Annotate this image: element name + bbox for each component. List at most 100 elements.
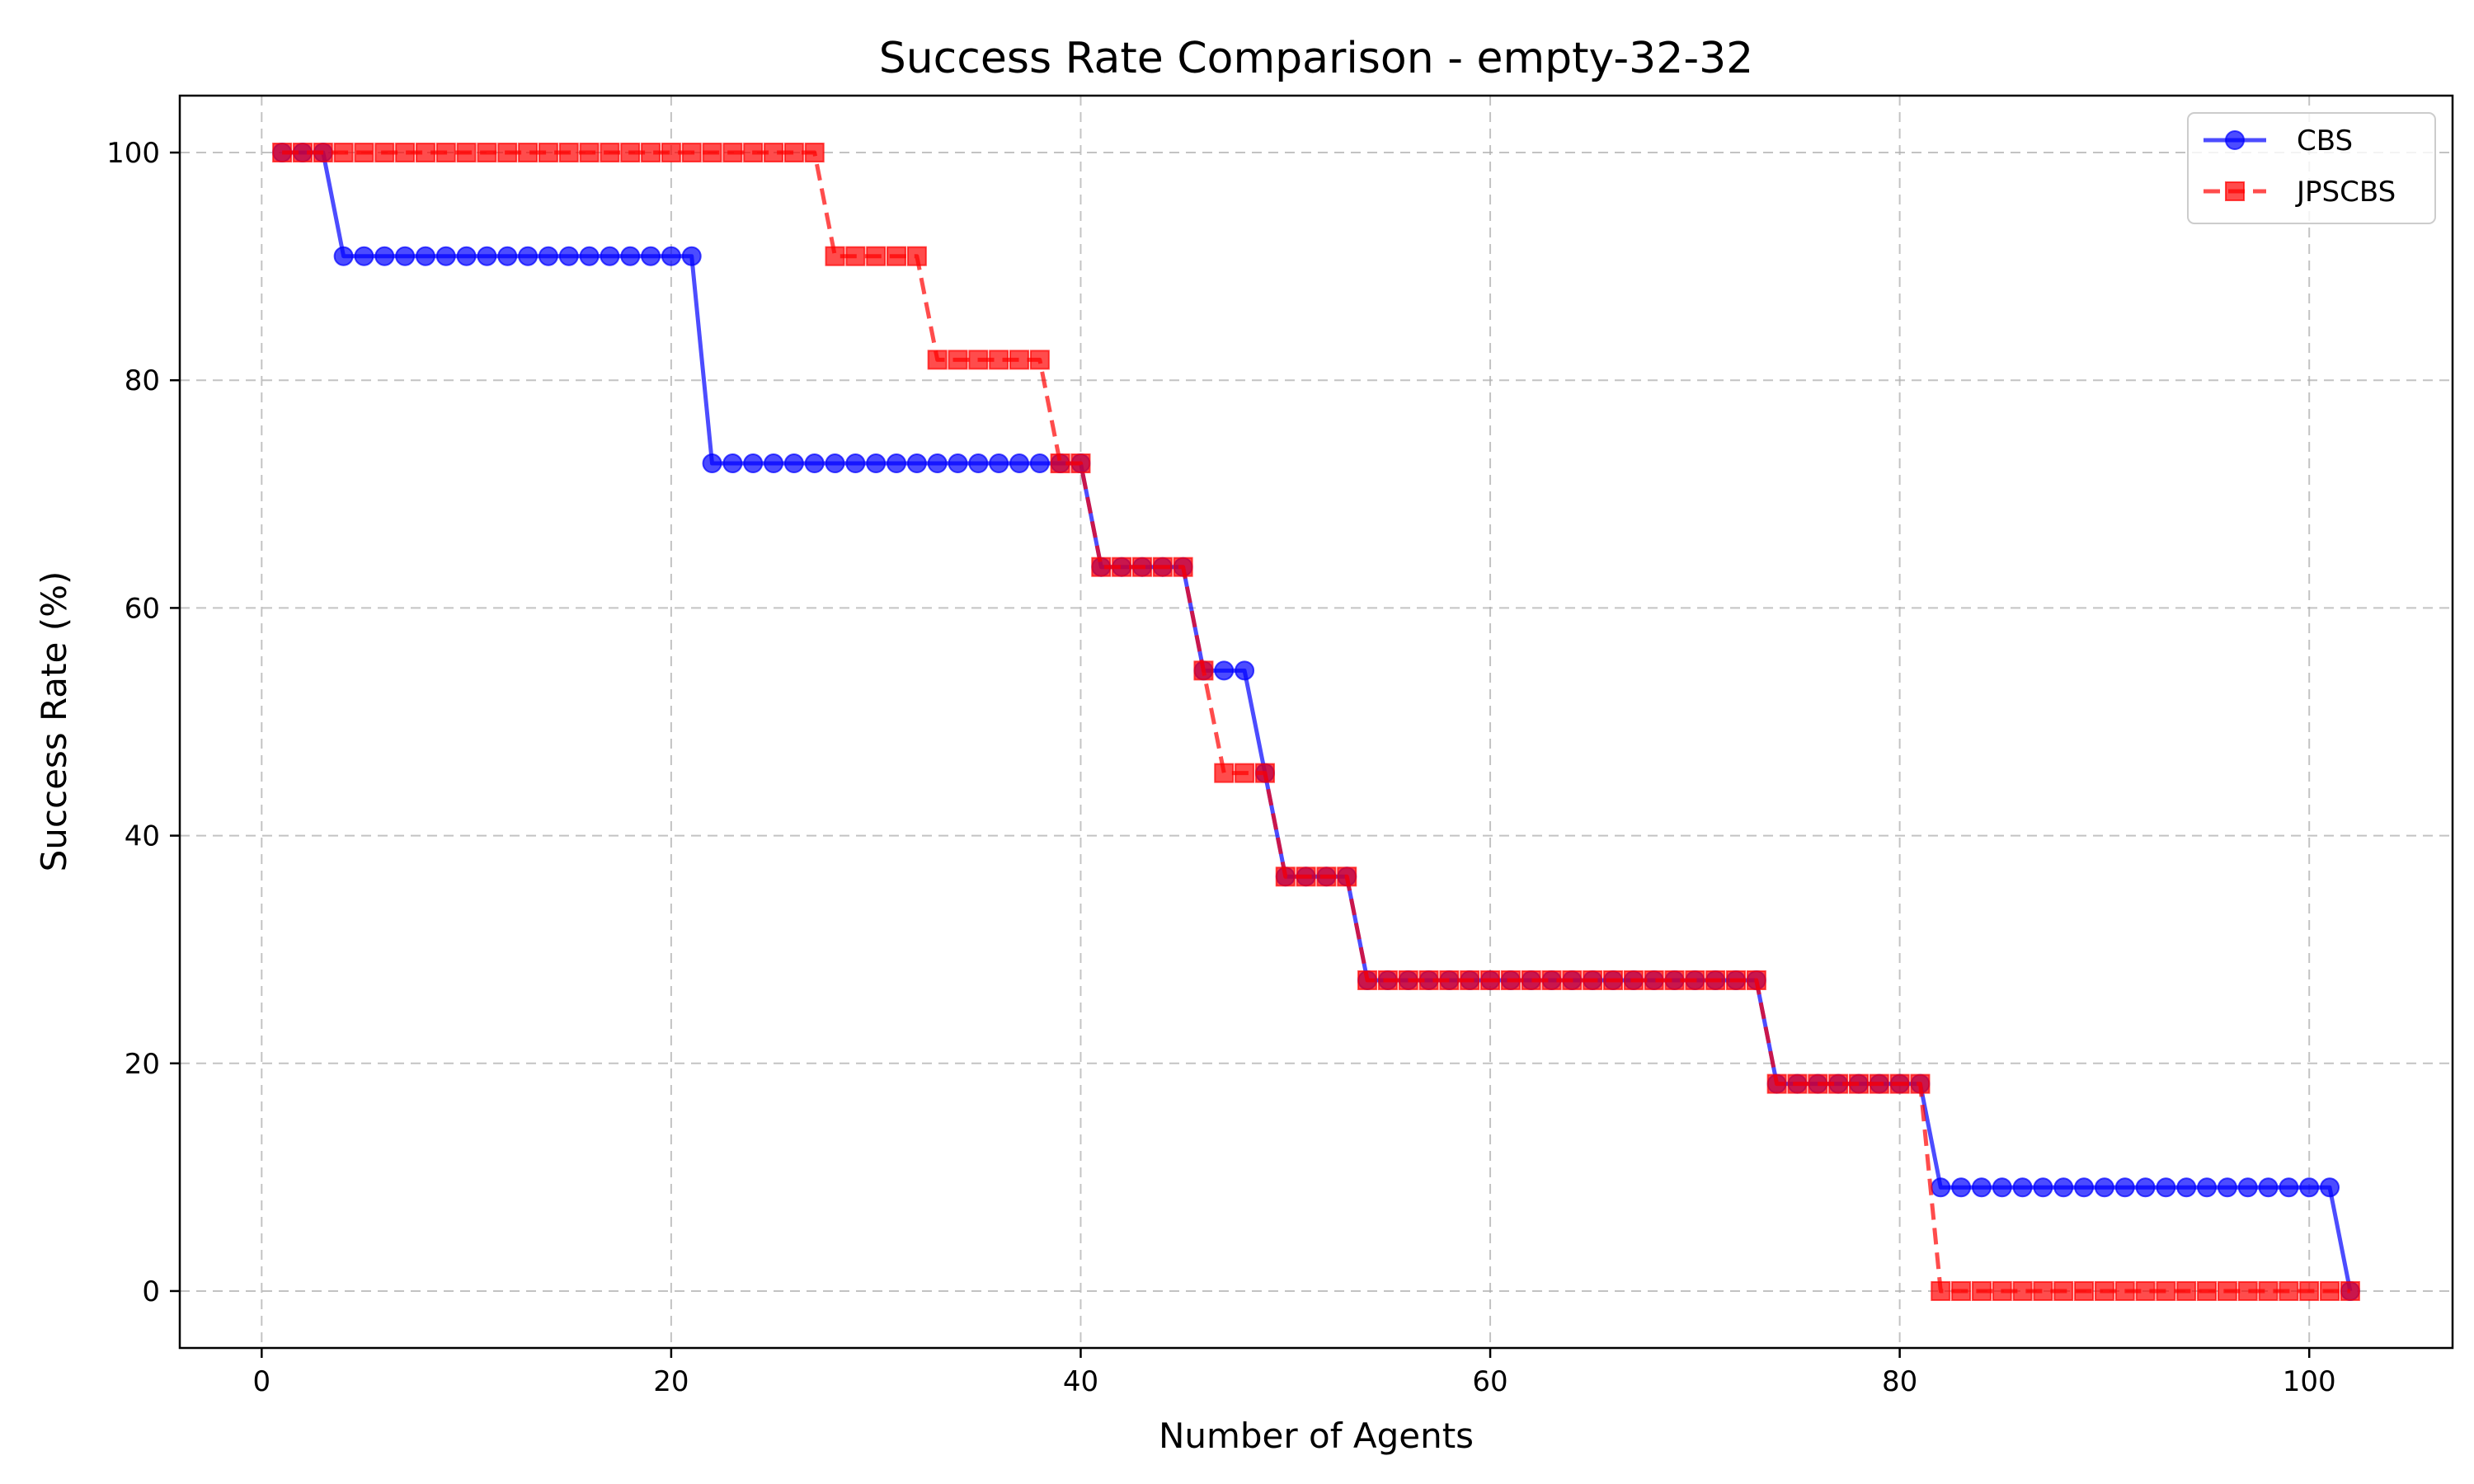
ticks: 0 20 40 60 80 100 0 20 40 60 80 100	[106, 137, 2336, 1398]
x-tick-label: 60	[1472, 1365, 1507, 1398]
y-tick-label: 100	[106, 137, 160, 170]
data-point-jpscbs	[1541, 970, 1562, 990]
data-point-jpscbs	[558, 143, 579, 163]
data-point-cbs	[906, 453, 927, 474]
data-point-cbs	[2012, 1177, 2033, 1198]
y-tick-label: 80	[125, 364, 160, 397]
data-point-jpscbs	[292, 143, 313, 163]
plot-frame	[178, 94, 2454, 1350]
data-point-jpscbs	[927, 350, 948, 370]
legend-marker-cbs	[2225, 130, 2245, 150]
data-point-jpscbs	[1685, 970, 1705, 990]
data-point-jpscbs	[948, 350, 968, 370]
data-point-jpscbs	[2176, 1280, 2197, 1301]
data-point-cbs	[641, 246, 661, 266]
data-point-jpscbs	[1562, 970, 1583, 990]
data-point-jpscbs	[1418, 970, 1439, 990]
data-point-cbs	[538, 246, 558, 266]
data-point-jpscbs	[1357, 970, 1378, 990]
data-point-jpscbs	[1337, 866, 1357, 887]
data-point-jpscbs	[1664, 970, 1685, 990]
series-layer	[272, 143, 2360, 1301]
data-point-jpscbs	[1951, 1280, 1972, 1301]
data-point-jpscbs	[2114, 1280, 2135, 1301]
data-point-jpscbs	[743, 143, 764, 163]
chart-title: Success Rate Comparison - empty-32-32	[879, 34, 1754, 83]
data-point-jpscbs	[1112, 556, 1132, 577]
data-point-jpscbs	[804, 143, 825, 163]
y-axis-label: Success Rate (%)	[34, 571, 74, 872]
data-point-jpscbs	[1173, 556, 1193, 577]
data-point-cbs	[681, 246, 702, 266]
data-point-cbs	[2237, 1177, 2258, 1198]
data-point-cbs	[477, 246, 497, 266]
data-point-jpscbs	[1623, 970, 1644, 990]
data-point-cbs	[1235, 660, 1255, 681]
data-point-jpscbs	[1848, 1073, 1869, 1094]
data-point-jpscbs	[1009, 350, 1029, 370]
data-point-jpscbs	[374, 143, 395, 163]
data-point-cbs	[374, 246, 395, 266]
data-point-jpscbs	[906, 246, 927, 266]
data-point-jpscbs	[2237, 1280, 2258, 1301]
data-point-jpscbs	[1214, 763, 1235, 783]
data-point-cbs	[2299, 1177, 2320, 1198]
y-tick-label: 20	[125, 1048, 160, 1081]
y-tick-label: 40	[125, 820, 160, 853]
data-point-cbs	[948, 453, 968, 474]
data-point-jpscbs	[2053, 1280, 2074, 1301]
data-point-jpscbs	[2033, 1280, 2053, 1301]
data-point-cbs	[2053, 1177, 2074, 1198]
data-point-jpscbs	[2279, 1280, 2299, 1301]
data-point-jpscbs	[1091, 556, 1112, 577]
series-cbs	[272, 143, 2360, 1301]
data-point-jpscbs	[579, 143, 600, 163]
data-point-jpscbs	[1070, 453, 1091, 474]
data-point-jpscbs	[887, 246, 907, 266]
data-point-cbs	[415, 246, 435, 266]
data-point-cbs	[1009, 453, 1029, 474]
data-point-cbs	[497, 246, 518, 266]
data-point-jpscbs	[2320, 1280, 2340, 1301]
data-point-jpscbs	[825, 246, 845, 266]
data-point-jpscbs	[1583, 970, 1603, 990]
data-point-cbs	[1992, 1177, 2012, 1198]
data-point-jpscbs	[1377, 970, 1398, 990]
x-axis-label: Number of Agents	[1159, 1416, 1474, 1456]
data-point-jpscbs	[1746, 970, 1766, 990]
legend: CBS JPSCBS	[2187, 112, 2436, 224]
data-point-cbs	[2279, 1177, 2299, 1198]
data-point-jpscbs	[2217, 1280, 2237, 1301]
data-point-cbs	[968, 453, 989, 474]
data-point-cbs	[1029, 453, 1050, 474]
data-point-jpscbs	[1316, 866, 1337, 887]
data-point-jpscbs	[1275, 866, 1296, 887]
y-tick-label: 0	[142, 1275, 160, 1308]
data-point-cbs	[558, 246, 579, 266]
data-point-jpscbs	[1787, 1073, 1808, 1094]
data-point-jpscbs	[1603, 970, 1624, 990]
data-point-cbs	[743, 453, 764, 474]
data-point-jpscbs	[1152, 556, 1173, 577]
x-tick-label: 0	[252, 1365, 270, 1398]
data-point-jpscbs	[641, 143, 661, 163]
data-point-cbs	[2320, 1177, 2340, 1198]
data-point-jpscbs	[702, 143, 722, 163]
data-point-jpscbs	[1029, 350, 1050, 370]
data-point-jpscbs	[1992, 1280, 2012, 1301]
data-point-jpscbs	[477, 143, 497, 163]
data-point-cbs	[866, 453, 887, 474]
data-point-jpscbs	[538, 143, 558, 163]
data-point-jpscbs	[1971, 1280, 1992, 1301]
data-point-jpscbs	[1050, 453, 1070, 474]
data-point-jpscbs	[1398, 970, 1418, 990]
grid	[180, 96, 2453, 1348]
data-point-jpscbs	[1235, 763, 1255, 783]
data-point-cbs	[825, 453, 845, 474]
legend-marker-jpscbs	[2225, 181, 2245, 201]
data-point-jpscbs	[1889, 1073, 1910, 1094]
data-point-jpscbs	[518, 143, 539, 163]
data-point-cbs	[661, 246, 681, 266]
data-point-jpscbs	[1480, 970, 1501, 990]
